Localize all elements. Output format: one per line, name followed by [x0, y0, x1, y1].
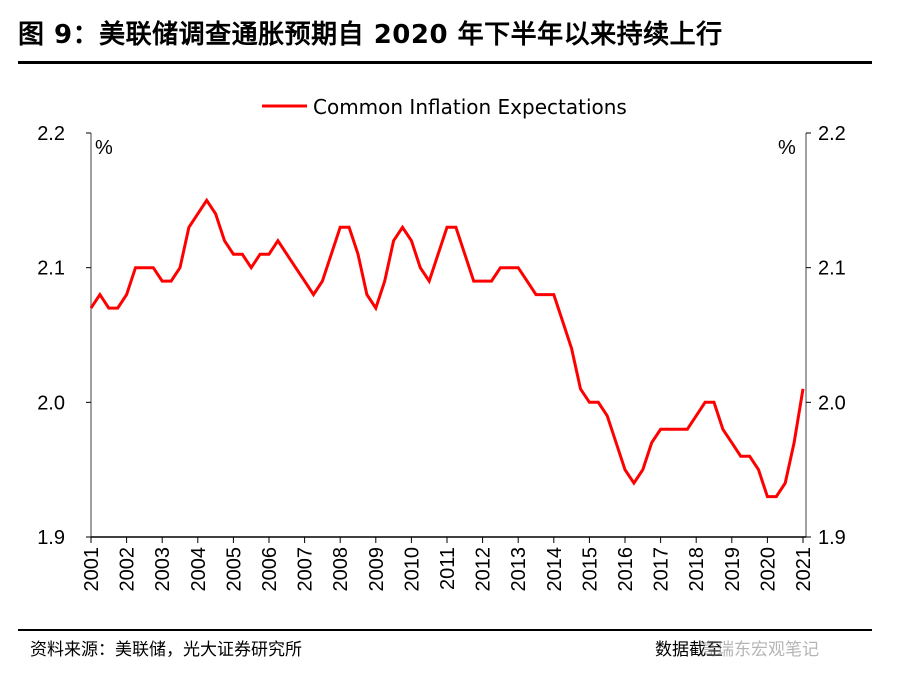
x-tick-label: 2006 — [259, 547, 281, 592]
y-axis-left-ticks: 1.9 2.0 2.1 2.2 — [37, 123, 91, 549]
figure-title: 图 9：美联储调查通胀预期自 2020 年下半年以来持续上行 — [18, 20, 723, 50]
x-tick-label: 2015 — [579, 547, 601, 592]
x-tick-label: 2004 — [188, 547, 210, 592]
x-tick-label: 2003 — [152, 547, 174, 592]
y-axis-right-ticks: 1.9 2.0 2.1 2.2 — [806, 123, 846, 549]
x-tick-label: 2011 — [437, 547, 459, 590]
x-tick-label: 2001 — [81, 547, 103, 592]
y-tick-label-right: 2.2 — [818, 123, 846, 145]
x-tick-label: 2017 — [651, 547, 673, 592]
x-tick-label: 2010 — [401, 547, 423, 592]
x-axis-ticks: 2001 2002 2003 2004 2005 2006 2007 2008 2009 2010… — [81, 537, 815, 592]
series-group — [89, 197, 805, 499]
y-tick-label-left: 2.1 — [37, 258, 65, 280]
data-note: 数据截至 — [655, 640, 723, 660]
footer-divider — [18, 629, 872, 631]
x-tick-label: 2012 — [473, 547, 495, 592]
source-note: 资料来源：美联储，光大证券研究所 — [30, 640, 302, 660]
x-tick-label: 2021 — [793, 547, 815, 592]
x-tick-label: 2019 — [722, 547, 744, 592]
x-tick-label: 2014 — [544, 547, 566, 592]
watermark: 高瑞东宏观笔记 — [700, 640, 819, 660]
y-tick-label-right: 1.9 — [818, 527, 846, 549]
legend: Common Inflation Expectations — [262, 95, 627, 119]
y-tick-label-left: 2.2 — [37, 123, 65, 145]
y-axis-left-unit: % — [95, 137, 113, 159]
x-tick-label: 2018 — [686, 547, 708, 592]
x-tick-label: 2013 — [508, 547, 530, 592]
series-line — [89, 197, 805, 499]
x-tick-label: 2005 — [223, 547, 245, 592]
x-tick-label: 2002 — [117, 547, 139, 592]
y-tick-label-left: 2.0 — [37, 392, 65, 414]
axes — [90, 133, 807, 538]
x-tick-label: 2008 — [330, 547, 352, 592]
x-tick-label: 2016 — [615, 547, 637, 592]
x-tick-label: 2020 — [757, 547, 779, 592]
x-tick-label: 2007 — [295, 547, 317, 592]
title-divider — [18, 61, 872, 64]
legend-label: Common Inflation Expectations — [313, 95, 627, 119]
y-tick-label-right: 2.0 — [818, 392, 846, 414]
y-tick-label-right: 2.1 — [818, 258, 846, 280]
y-axis-right-unit: % — [778, 137, 796, 159]
x-tick-label: 2009 — [366, 547, 388, 592]
y-tick-label-left: 1.9 — [37, 527, 65, 549]
